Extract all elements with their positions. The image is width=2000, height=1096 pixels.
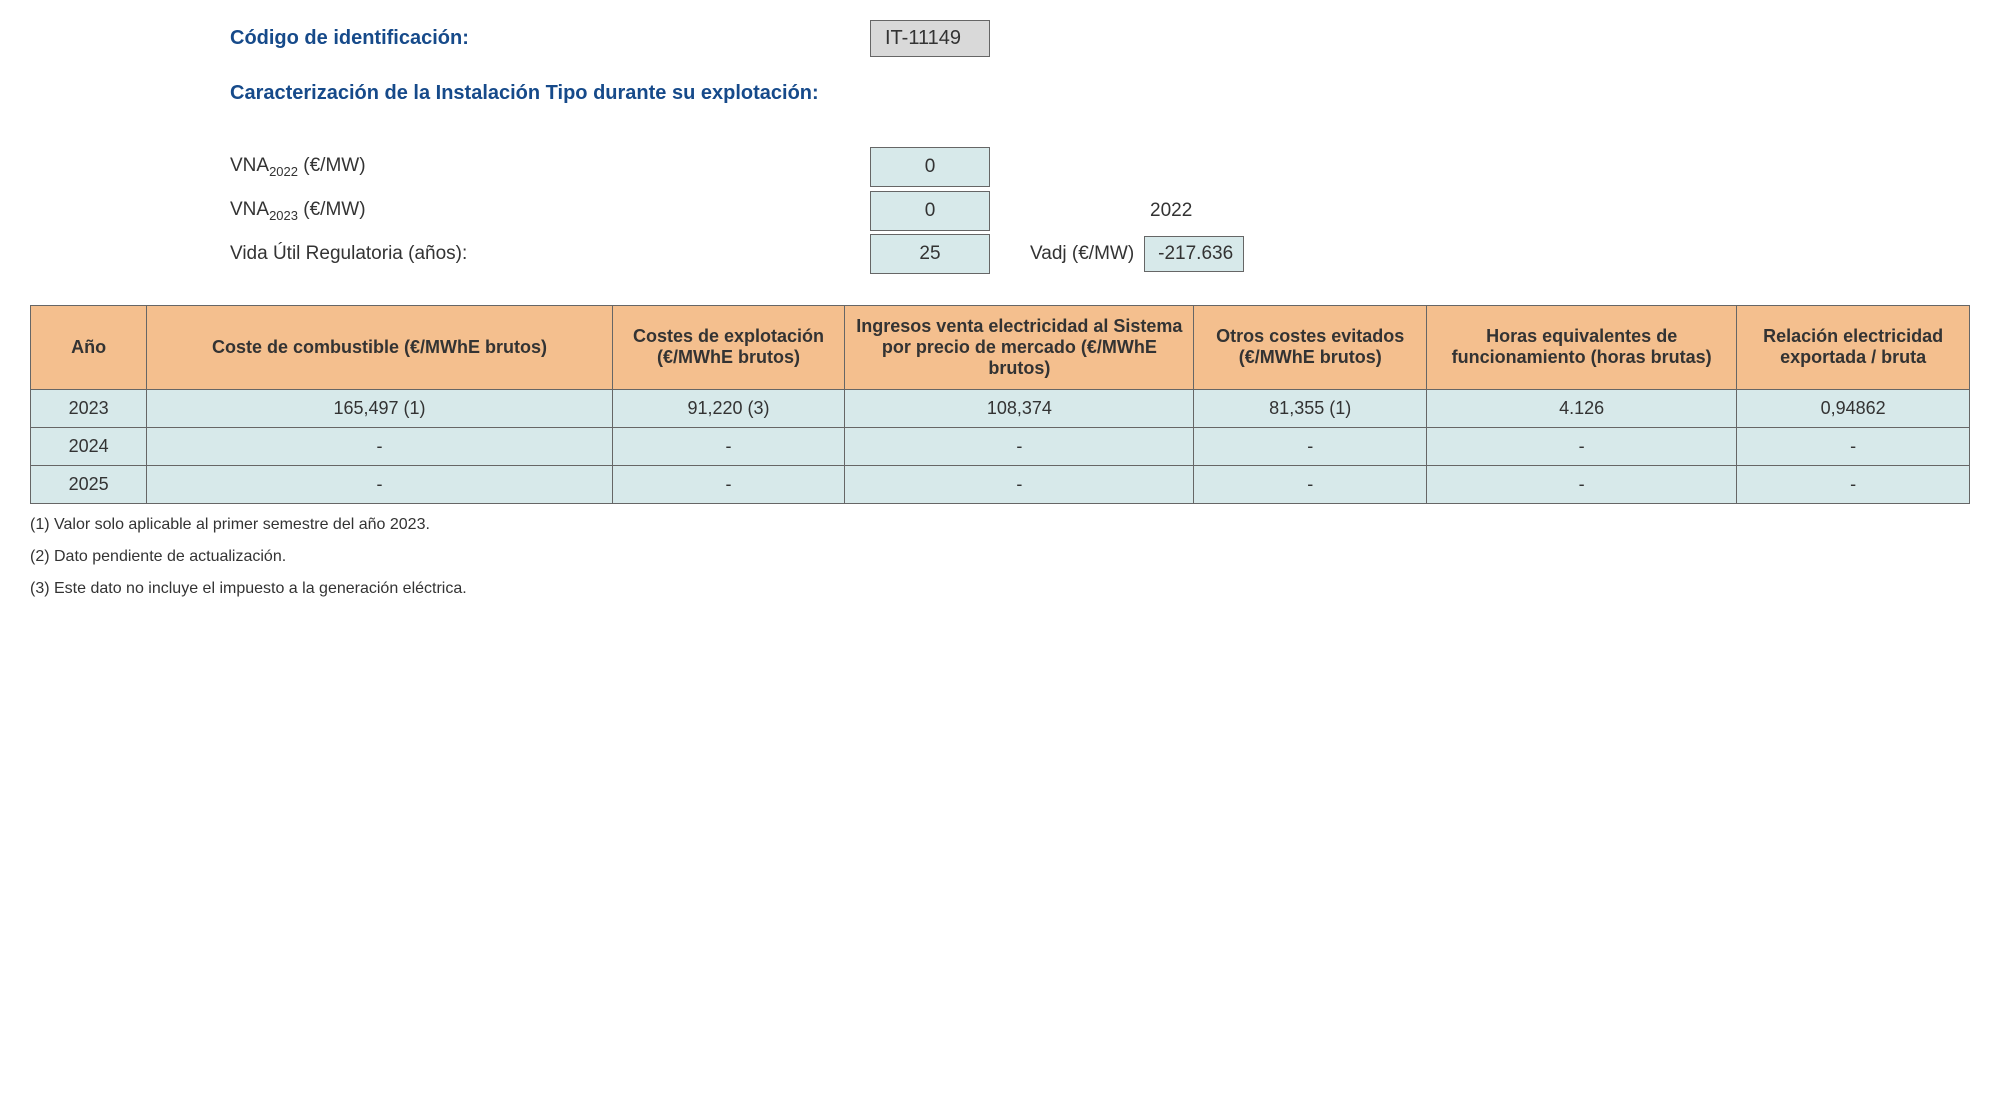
table-cell: - bbox=[612, 427, 845, 465]
vida-value: 25 bbox=[870, 234, 990, 274]
footnote: (1) Valor solo aplicable al primer semes… bbox=[30, 516, 1970, 534]
table-column-header: Relación electricidad exportada / bruta bbox=[1737, 305, 1970, 389]
vna-2023-label: VNA2023 (€/MW) bbox=[230, 189, 870, 233]
table-column-header: Horas equivalentes de funcionamiento (ho… bbox=[1427, 305, 1737, 389]
year-ref: 2022 bbox=[1150, 200, 1192, 222]
vadj-label: Vadj (€/MW) bbox=[1030, 243, 1134, 265]
table-cell: - bbox=[1737, 465, 1970, 503]
vna-2023-row: VNA2023 (€/MW) 0 2022 bbox=[230, 189, 1970, 233]
vida-label: Vida Útil Regulatoria (años): bbox=[230, 233, 870, 275]
vadj-value: -217.636 bbox=[1144, 236, 1244, 272]
table-head: AñoCoste de combustible (€/MWhE brutos)C… bbox=[31, 305, 1970, 389]
table-cell: 91,220 (3) bbox=[612, 389, 845, 427]
table-cell: 2025 bbox=[31, 465, 147, 503]
footnote: (3) Este dato no incluye el impuesto a l… bbox=[30, 580, 1970, 598]
table-cell: - bbox=[1194, 465, 1427, 503]
subtitle: Caracterización de la Instalación Tipo d… bbox=[230, 82, 1970, 105]
vna-2022-row: VNA2022 (€/MW) 0 bbox=[230, 145, 1970, 189]
table-cell: 2023 bbox=[31, 389, 147, 427]
table-column-header: Otros costes evitados (€/MWhE brutos) bbox=[1194, 305, 1427, 389]
code-label: Código de identificación: bbox=[230, 27, 870, 50]
table-cell: 165,497 (1) bbox=[147, 389, 612, 427]
header-section: Código de identificación: IT-11149 Carac… bbox=[30, 20, 1970, 275]
table-cell: - bbox=[845, 427, 1194, 465]
vna-2023-value: 0 bbox=[870, 191, 990, 231]
code-value: IT-11149 bbox=[870, 20, 990, 57]
vna-2022-post: (€/MW) bbox=[298, 155, 366, 176]
table-row: 2024------ bbox=[31, 427, 1970, 465]
vna-2023-sub: 2023 bbox=[269, 208, 298, 223]
table-column-header: Ingresos venta electricidad al Sistema p… bbox=[845, 305, 1194, 389]
table-column-header: Costes de explotación (€/MWhE brutos) bbox=[612, 305, 845, 389]
table-cell: - bbox=[1427, 427, 1737, 465]
vida-row: Vida Útil Regulatoria (años): 25 Vadj (€… bbox=[230, 233, 1970, 275]
table-cell: 4.126 bbox=[1427, 389, 1737, 427]
table-cell: - bbox=[147, 427, 612, 465]
table-cell: - bbox=[1737, 427, 1970, 465]
table-cell: - bbox=[147, 465, 612, 503]
table-cell: - bbox=[845, 465, 1194, 503]
table-cell: - bbox=[612, 465, 845, 503]
table-row: 2025------ bbox=[31, 465, 1970, 503]
vna-2023-post: (€/MW) bbox=[298, 199, 366, 220]
table-cell: 108,374 bbox=[845, 389, 1194, 427]
vna-2022-pre: VNA bbox=[230, 155, 269, 176]
vna-2023-pre: VNA bbox=[230, 199, 269, 220]
table-body: 2023165,497 (1)91,220 (3)108,37481,355 (… bbox=[31, 389, 1970, 503]
table-cell: - bbox=[1194, 427, 1427, 465]
table-column-header: Año bbox=[31, 305, 147, 389]
vna-2022-label: VNA2022 (€/MW) bbox=[230, 145, 870, 189]
table-row: 2023165,497 (1)91,220 (3)108,37481,355 (… bbox=[31, 389, 1970, 427]
table-cell: 81,355 (1) bbox=[1194, 389, 1427, 427]
main-table: AñoCoste de combustible (€/MWhE brutos)C… bbox=[30, 305, 1970, 504]
footnote: (2) Dato pendiente de actualización. bbox=[30, 548, 1970, 566]
vna-2022-value: 0 bbox=[870, 147, 990, 187]
vadj-wrap: Vadj (€/MW) -217.636 bbox=[1030, 236, 1244, 272]
table-cell: - bbox=[1427, 465, 1737, 503]
table-cell: 2024 bbox=[31, 427, 147, 465]
vna-2022-sub: 2022 bbox=[269, 164, 298, 179]
table-column-header: Coste de combustible (€/MWhE brutos) bbox=[147, 305, 612, 389]
code-row: Código de identificación: IT-11149 bbox=[230, 20, 1970, 57]
table-header-row: AñoCoste de combustible (€/MWhE brutos)C… bbox=[31, 305, 1970, 389]
footnotes: (1) Valor solo aplicable al primer semes… bbox=[30, 516, 1970, 598]
table-cell: 0,94862 bbox=[1737, 389, 1970, 427]
